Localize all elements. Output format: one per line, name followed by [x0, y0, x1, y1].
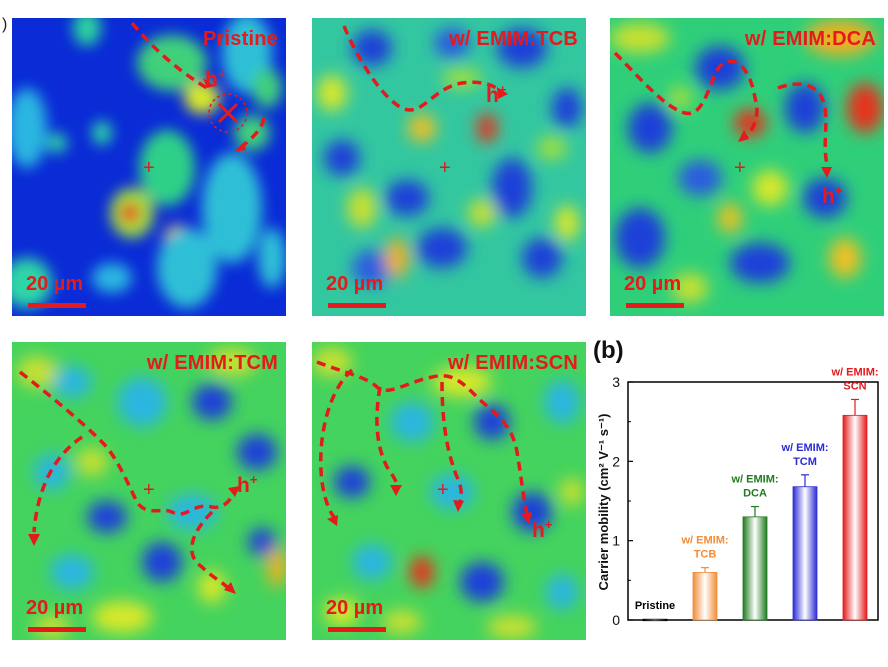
category-label: w/ EMIM: — [680, 535, 728, 547]
map-panel-scn: w/ EMIM:SCN h+ + 20 µm — [312, 342, 586, 640]
bar-0 — [642, 618, 668, 622]
category-label: TCB — [694, 549, 717, 561]
bar-4 — [842, 414, 868, 621]
scale-bar — [328, 303, 386, 308]
center-marker: + — [143, 479, 155, 501]
bar-2 — [742, 516, 768, 621]
hole-label: h+ — [205, 66, 226, 91]
mobility-map-tcb — [312, 18, 586, 316]
center-marker: + — [143, 157, 155, 179]
mobility-map-tcm — [12, 342, 286, 640]
scale-bar — [28, 627, 86, 632]
category-label: TCM — [793, 456, 817, 468]
category-label: Pristine — [635, 600, 675, 612]
carrier-mobility-bar-chart: 0 1 2 3 Pristine w/ EMIM: TCB w/ EMIM: DCA w/ EM… — [596, 366, 879, 628]
y-tick-label: 1 — [612, 533, 620, 549]
scale-bar-label: 20 µm — [26, 597, 84, 619]
scale-bar-label: 20 µm — [624, 273, 682, 295]
scale-bar-label: 20 µm — [326, 597, 384, 619]
hole-label: h+ — [486, 82, 507, 107]
panel-title: w/ EMIM:SCN — [448, 352, 578, 374]
map-panel-tcb: w/ EMIM:TCB h+ + 20 µm — [312, 18, 586, 316]
bar-3 — [792, 486, 818, 621]
chart-category-labels: Pristine w/ EMIM: TCB w/ EMIM: DCA w/ EMIM: TC… — [635, 366, 879, 612]
panel-title: w/ EMIM:TCM — [146, 352, 278, 374]
left-edge-fragment: ) — [2, 16, 8, 33]
hole-label: h+ — [237, 472, 258, 497]
chart-bars — [642, 398, 868, 622]
center-marker: + — [437, 479, 449, 501]
category-label: SCN — [843, 380, 866, 392]
panel-b-label: (b) — [593, 337, 624, 364]
y-tick-label: 2 — [612, 453, 620, 469]
scale-bar-label: 20 µm — [326, 273, 384, 295]
mobility-map-dca — [610, 18, 884, 316]
hole-label: h+ — [822, 183, 843, 208]
scale-bar — [28, 303, 86, 308]
map-panel-dca: w/ EMIM:DCA h+ + 20 µm — [610, 18, 884, 316]
category-label: w/ EMIM: — [780, 442, 828, 454]
y-axis-label: Carrier mobility (cm² V⁻¹ s⁻¹) — [596, 414, 611, 591]
mobility-map-pristine — [12, 18, 286, 316]
panel-title: Pristine — [203, 28, 278, 50]
center-marker: + — [734, 157, 746, 179]
bar-1 — [692, 571, 718, 621]
category-label: w/ EMIM: — [830, 366, 878, 378]
category-label: DCA — [743, 488, 767, 500]
scale-bar-label: 20 µm — [26, 273, 84, 295]
scale-bar — [626, 303, 684, 308]
map-panel-pristine: Pristine h+ + 20 µm — [12, 18, 286, 316]
category-label: w/ EMIM: — [730, 474, 778, 486]
y-tick-label: 3 — [612, 374, 620, 390]
hole-label: h+ — [532, 517, 553, 542]
scale-bar — [328, 627, 386, 632]
mobility-map-scn — [312, 342, 586, 640]
panel-title: w/ EMIM:TCB — [449, 28, 578, 50]
y-tick-label: 0 — [612, 612, 620, 628]
panel-title: w/ EMIM:DCA — [744, 28, 876, 50]
map-panel-tcm: w/ EMIM:TCM h+ + 20 µm — [12, 342, 286, 640]
center-marker: + — [439, 157, 451, 179]
